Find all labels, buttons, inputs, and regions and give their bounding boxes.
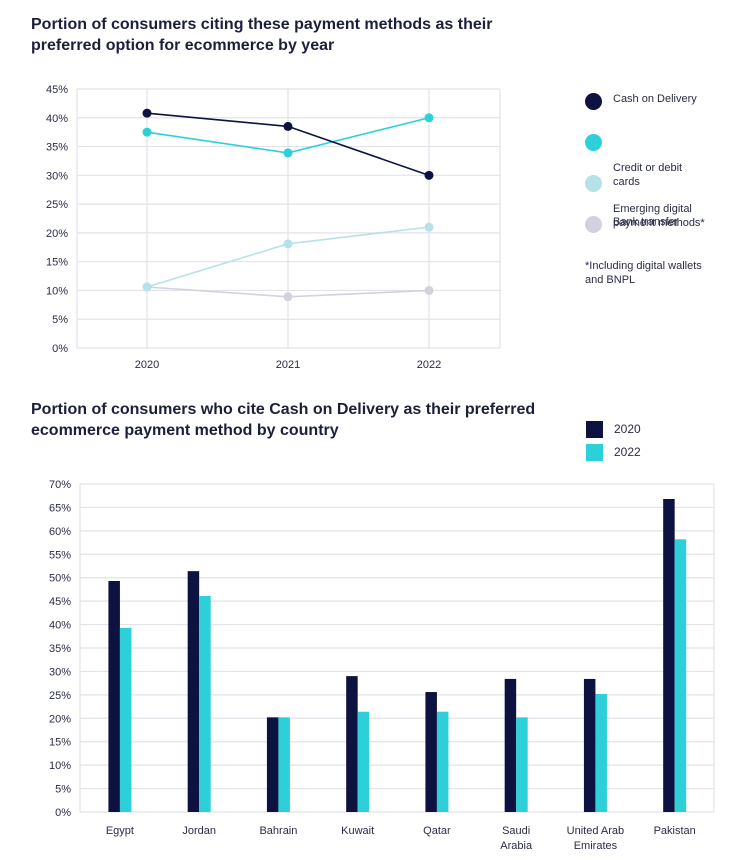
bar-2020 <box>663 498 675 812</box>
y-tick-label: 5% <box>52 314 68 326</box>
bar-chart-legend: 2020 2022 <box>586 421 641 467</box>
bar-2020 <box>187 571 200 812</box>
legend-label: Emerging digital payment methods* <box>613 203 705 229</box>
line-chart-legend: Cash on Delivery Credit or debit cards E… <box>585 92 735 287</box>
y-tick-label: 40% <box>46 113 68 125</box>
footnote: *Including digital wallets and BNPL <box>585 260 702 286</box>
x-tick-label: 2022 <box>417 359 441 371</box>
bar-2022 <box>516 717 528 812</box>
y-tick-label: 0% <box>55 807 71 819</box>
x-tick-label: Egypt <box>106 825 134 837</box>
legend-swatch-icon <box>585 175 602 192</box>
y-tick-label: 0% <box>52 343 68 355</box>
line-chart-title: Portion of consumers citing these paymen… <box>31 16 493 54</box>
y-tick-label: 50% <box>49 573 71 585</box>
y-tick-label: 30% <box>46 170 68 182</box>
x-tick-label: Jordan <box>182 825 216 837</box>
y-tick-label: 25% <box>49 690 71 702</box>
y-tick-label: 65% <box>49 502 71 514</box>
bar-2022 <box>357 711 370 812</box>
y-tick-label: 40% <box>49 620 71 632</box>
bar-2022 <box>595 693 607 812</box>
x-tick-label-line: Egypt <box>106 825 134 837</box>
legend-swatch-icon <box>586 444 603 461</box>
x-tick-label-line: United Arab <box>567 825 624 837</box>
legend-label: Bank transfer <box>613 216 679 228</box>
x-tick-label-line: Bahrain <box>259 825 297 837</box>
y-tick-label: 45% <box>49 596 71 608</box>
legend-label: Cash on Delivery <box>613 93 697 105</box>
x-tick-label-line: Qatar <box>423 825 451 837</box>
legend-label: 2020 <box>614 422 641 436</box>
bar-2022 <box>199 595 211 812</box>
data-point <box>424 285 434 295</box>
bar-chart-title: Portion of consumers who cite Cash on De… <box>31 401 536 439</box>
data-point <box>283 292 293 302</box>
y-tick-label: 70% <box>49 479 71 491</box>
x-tick-label: Bahrain <box>259 825 297 837</box>
x-tick-label: Pakistan <box>654 825 696 837</box>
x-tick-label-line: Jordan <box>182 825 216 837</box>
y-tick-label: 55% <box>49 549 71 561</box>
bar-2020 <box>504 678 517 812</box>
y-tick-label: 35% <box>46 142 68 154</box>
data-point <box>424 222 434 232</box>
legend-label: 2022 <box>614 445 641 459</box>
x-tick-label: 2020 <box>135 359 159 371</box>
x-tick-label: United Arab Emirates <box>567 825 624 852</box>
y-tick-label: 15% <box>49 737 71 749</box>
bar-2022 <box>119 627 132 812</box>
y-tick-label: 25% <box>46 199 68 211</box>
x-tick-label-line: Saudi <box>502 825 530 837</box>
data-point <box>283 121 293 131</box>
x-tick-label-line: Arabia <box>500 840 533 852</box>
y-tick-label: 45% <box>46 84 68 96</box>
bar-2020 <box>108 580 120 812</box>
data-point <box>142 108 152 118</box>
y-tick-label: 35% <box>49 643 71 655</box>
legend-item-bank-transfer: Bank transfer <box>585 215 735 235</box>
legend-swatch-icon <box>585 216 602 233</box>
data-point <box>283 239 293 249</box>
data-point <box>424 113 434 123</box>
y-tick-label: 15% <box>46 257 68 269</box>
x-tick-label-line: Emirates <box>574 840 618 852</box>
x-tick-label-line: Kuwait <box>341 825 374 837</box>
y-tick-label: 5% <box>55 784 71 796</box>
x-tick-label-line: Pakistan <box>654 825 696 837</box>
x-tick-label: 2021 <box>276 359 300 371</box>
legend-item-2022: 2022 <box>586 444 641 461</box>
legend-item-2020: 2020 <box>586 421 641 438</box>
legend-item-cash-on-delivery: Cash on Delivery <box>585 92 735 133</box>
legend-label: Credit or debit cards <box>613 162 683 188</box>
data-point <box>283 148 293 158</box>
x-tick-label: Qatar <box>423 825 451 837</box>
bar-2022 <box>278 717 290 812</box>
y-tick-label: 20% <box>49 713 71 725</box>
data-point <box>142 282 152 292</box>
bar-2020 <box>425 692 437 812</box>
bar-2020 <box>583 678 596 812</box>
legend-swatch-icon <box>586 421 603 438</box>
y-tick-label: 30% <box>49 666 71 678</box>
y-tick-label: 10% <box>49 760 71 772</box>
data-point <box>424 170 434 180</box>
legend-item-credit-or-debit-cards: Credit or debit cards <box>585 133 735 188</box>
legend-swatch-icon <box>585 93 602 110</box>
bar-2022 <box>674 539 687 812</box>
x-tick-label: Saudi Arabia <box>500 825 533 852</box>
legend-item-emerging-digital: Emerging digital payment methods* <box>585 174 735 229</box>
y-tick-label: 60% <box>49 526 71 538</box>
y-tick-label: 10% <box>46 285 68 297</box>
bar-2022 <box>436 711 449 812</box>
line-chart: 0% 5% 10% 15% 20% 25% 30% 35% 40% 45% 2020 2021 2022 <box>46 84 501 371</box>
legend-swatch-icon <box>585 134 602 151</box>
y-tick-label: 20% <box>46 228 68 240</box>
bar-2020 <box>266 717 279 812</box>
data-point <box>142 127 152 137</box>
x-tick-label: Kuwait <box>341 825 374 837</box>
bar-2020 <box>346 676 358 812</box>
